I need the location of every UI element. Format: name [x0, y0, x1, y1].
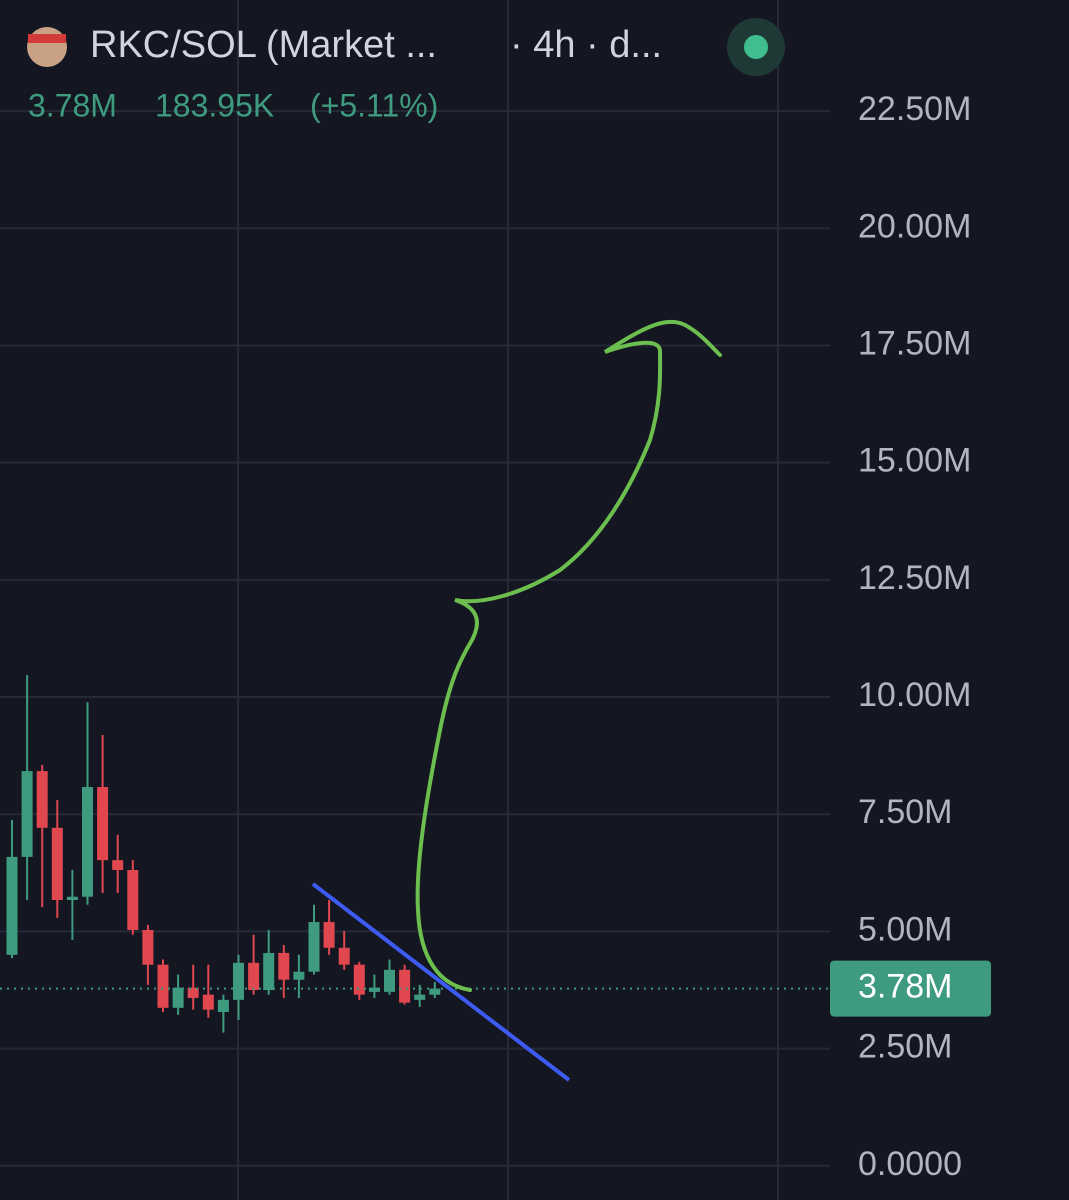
y-tick-label: 5.00M: [858, 910, 953, 948]
candle-body: [97, 787, 109, 861]
candle-body: [338, 947, 350, 965]
y-tick-label: 0.0000: [858, 1145, 962, 1183]
candle-body: [51, 827, 63, 900]
candle-body: [353, 964, 365, 995]
candle-body: [384, 969, 395, 992]
symbol-icon-band: [28, 34, 66, 43]
candles: [0, 675, 830, 1033]
y-tick-label: 10.00M: [858, 676, 971, 714]
trend-line-drawing: [311, 882, 571, 1082]
candle-body: [248, 962, 260, 990]
y-tick-label: 7.50M: [858, 793, 953, 831]
y-axis: 0.0000 2.50M 5.00M 7.50M 10.00M 12.50M 15.00M 1…: [830, 90, 991, 1183]
candle-body: [66, 896, 78, 900]
candle-body: [127, 870, 139, 930]
symbol-name: RKC/SOL (Market ...: [90, 24, 437, 66]
candle-body: [21, 771, 33, 857]
symbol-icon: [27, 27, 67, 67]
header: RKC/SOL (Market ... · 4h · d... 3.78M 18…: [27, 18, 785, 123]
y-tick-label: 2.50M: [858, 1028, 953, 1066]
candle-body: [233, 962, 244, 1000]
y-tick-label: 15.00M: [858, 442, 971, 480]
candle-body: [429, 988, 441, 995]
grid: [0, 110, 830, 1167]
candle-body: [263, 952, 275, 990]
last-price-label: 3.78M: [858, 968, 953, 1006]
candle-body: [399, 969, 411, 1003]
vertical-grid: [237, 0, 779, 1200]
y-tick-label: 12.50M: [858, 559, 971, 597]
candle-body: [368, 987, 380, 992]
last-price-box: [830, 960, 991, 1017]
candle-body: [202, 994, 214, 1010]
arrow-drawing: [415, 319, 722, 992]
candle-body: [172, 987, 184, 1008]
candle-body: [308, 922, 320, 972]
last-value: 3.78M: [28, 87, 117, 123]
candle-body: [414, 994, 426, 1000]
y-tick-label: 17.50M: [858, 324, 971, 362]
y-tick-label: 22.50M: [858, 90, 971, 128]
candle-body: [36, 771, 48, 828]
candle-body: [6, 856, 18, 955]
change-value: 183.95K: [155, 87, 274, 123]
status-dot: [744, 35, 768, 59]
candle-body: [112, 860, 124, 870]
candle-body: [293, 971, 305, 980]
candle-body: [217, 999, 229, 1013]
candle-body: [278, 952, 290, 980]
y-tick-label: 20.00M: [858, 207, 971, 245]
candle-body: [82, 787, 93, 897]
interval: · 4h · d...: [510, 24, 662, 66]
candle-body: [323, 922, 335, 948]
candle-body: [187, 987, 199, 998]
candle-body: [142, 930, 154, 965]
candle-body: [157, 964, 169, 1008]
change-percent: (+5.11%): [310, 87, 438, 123]
